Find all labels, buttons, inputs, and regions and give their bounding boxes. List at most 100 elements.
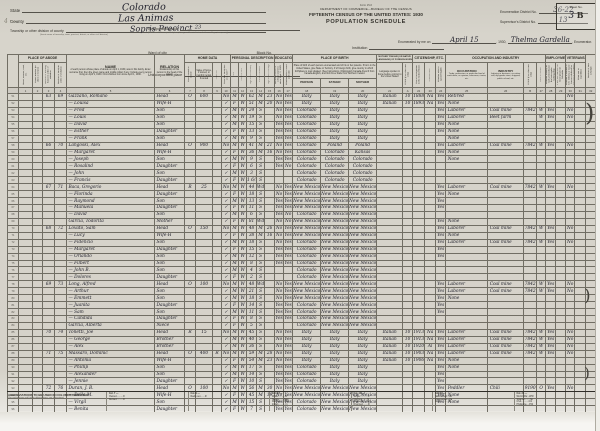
dwelling-number-cell: 68 (42, 224, 55, 233)
readwrite-cell: Yes (283, 342, 294, 351)
industry-code-cell: 7842 (523, 141, 538, 150)
radio-cell (212, 120, 222, 129)
dwelling-number-cell (42, 148, 55, 157)
naturalization-cell (424, 127, 437, 136)
code-cell (402, 106, 414, 115)
birthplace-father-cell: Colorado (320, 162, 350, 171)
house-number-cell (32, 266, 43, 275)
at-work-cell: Yes (545, 287, 557, 296)
marital-cell: Wd (256, 183, 266, 192)
mother-tongue-cell (376, 231, 404, 240)
line-number-cell: 89 (7, 356, 19, 365)
war-cell (574, 93, 587, 101)
farm-cell: ✓ (220, 266, 232, 275)
dwelling-number-cell (42, 266, 55, 275)
abbreviation-column: Col. 9 — Radio set.......R (187, 392, 270, 411)
name-cell: Lovato, Sam (66, 224, 155, 233)
age-married-cell (264, 238, 276, 247)
family-number-cell (54, 134, 67, 143)
street-cell (18, 321, 33, 330)
industry-code-cell: 7842 (523, 342, 538, 351)
naturalization-cell: Na (424, 335, 437, 344)
home-owned-cell (184, 273, 196, 282)
house-number-cell (32, 183, 43, 192)
readwrite-cell: Yes (283, 141, 294, 150)
family-number-cell (54, 99, 67, 108)
census-row: 54 — Louis Son ✓ M W 19 S No Yes Colorad… (7, 113, 597, 122)
race-cell: W (238, 287, 248, 296)
at-work-cell (545, 99, 557, 108)
birthplace-person-cell: Colorado (292, 148, 322, 157)
marital-cell: S (256, 273, 266, 282)
worker-class-cell (536, 176, 547, 185)
sex-cell: F (230, 204, 240, 212)
birthplace-mother-cell: New Mexico (348, 210, 378, 219)
school-cell: No (274, 231, 285, 240)
at-work-cell (545, 370, 557, 379)
house-number-cell (32, 231, 43, 240)
readwrite-cell: Yes (283, 134, 294, 143)
occupation-cell (445, 308, 489, 316)
birthplace-person-cell: Colorado (292, 106, 322, 115)
readwrite-cell: Yes (283, 231, 294, 240)
naturalization-cell (424, 120, 437, 129)
line-number-cell: 92 (7, 377, 19, 386)
occupation-cell (445, 197, 489, 205)
immigration-year-cell (412, 231, 426, 240)
name-cell: — Jennie (66, 377, 155, 386)
school-cell: Yes (274, 252, 285, 261)
unemployment-cell (555, 183, 567, 192)
industry-code-cell (523, 266, 538, 275)
relation-cell: Son (154, 238, 185, 247)
radio-cell (212, 155, 222, 164)
readwrite-cell (283, 321, 294, 330)
veteran-cell: No (565, 183, 576, 192)
home-value-cell (195, 273, 213, 282)
school-cell: Yes (274, 363, 285, 372)
readwrite-cell: Yes (283, 370, 294, 379)
marital-cell: S (256, 197, 266, 205)
industry-code-cell (523, 99, 538, 108)
readwrite-cell: Yes (283, 328, 294, 337)
immigration-year-cell (412, 197, 426, 205)
street-cell (18, 127, 33, 136)
township-field: Township or other division of county Sop… (10, 24, 266, 34)
readwrite-cell: Yes (283, 294, 294, 303)
age-married-cell (264, 155, 276, 164)
dwelling-number-cell (42, 356, 55, 365)
house-number-cell (32, 197, 43, 205)
worker-class-cell (536, 120, 547, 129)
farm-cell: No (220, 93, 232, 101)
farm-cell: ✓ (220, 197, 232, 205)
district-numbers: Enumeration District No. 36-22 Superviso… (500, 7, 588, 27)
family-number-cell (54, 259, 67, 268)
home-value-cell (195, 231, 213, 240)
marital-cell: S (256, 377, 266, 386)
naturalization-cell (424, 280, 437, 289)
birthplace-mother-cell: New Mexico (348, 204, 378, 212)
census-row: 65 — Florinda Daughter ✓ F W 18 S No Yes… (7, 190, 597, 199)
scan-bracket-mark: ) (585, 99, 595, 127)
birthplace-person-cell: Colorado (292, 259, 322, 268)
farm-cell: ✓ (220, 169, 232, 178)
occupation-cell: None (445, 155, 489, 164)
veteran-cell (565, 134, 576, 143)
farm-cell: ✓ (220, 315, 232, 323)
race-cell: W (238, 308, 248, 316)
at-work-cell: Yes (545, 349, 557, 358)
mother-tongue-cell (376, 259, 404, 268)
age-married-cell (264, 342, 276, 351)
occupation-cell: Retired (445, 93, 489, 101)
code-cell (402, 238, 414, 247)
radio-cell (212, 99, 222, 108)
family-number-cell (54, 356, 67, 365)
family-number-cell (54, 127, 67, 136)
worker-class-cell (536, 252, 547, 261)
house-number-cell (32, 294, 43, 303)
name-cell: — Rosalind (66, 162, 155, 171)
at-work-cell (545, 217, 557, 226)
war-cell (574, 141, 587, 150)
group-place-of-abode: PLACE OF ABODE (18, 54, 67, 63)
radio-cell (212, 370, 222, 379)
farm-cell: ✓ (220, 273, 232, 282)
